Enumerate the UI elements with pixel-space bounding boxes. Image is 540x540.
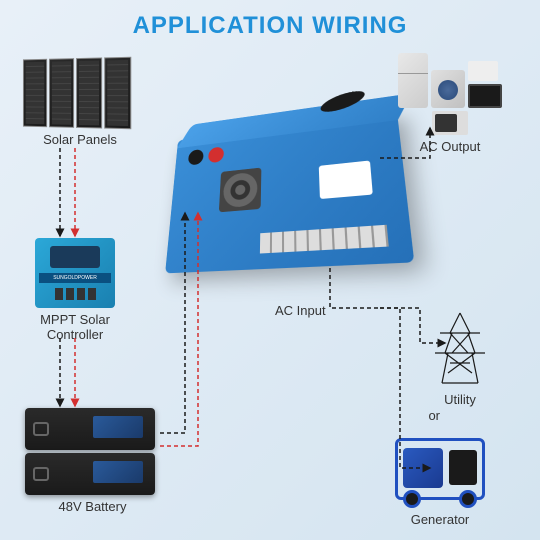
mppt-controller: SUNGOLDPOWER MPPT Solar Controller [25,238,125,342]
tower-icon [430,308,490,388]
solar-panels: Solar Panels [20,58,140,147]
diagram-title: APPLICATION WIRING [0,0,540,48]
ac-output-appliances: AC Output [380,53,520,154]
fridge-icon [398,53,428,108]
utility-grid: Utility [415,308,505,407]
generator-label: Generator [385,512,495,527]
microwave-icon [432,111,468,135]
ac-output-label: AC Output [380,139,520,154]
ac-icon [468,61,498,81]
fan-icon [219,168,262,213]
generator: Generator [385,438,495,527]
utility-label: Utility [415,392,505,407]
wiring-diagram: Solar Panels SUNGOLDPOWER MPPT Solar Con… [0,48,540,538]
solar-panels-label: Solar Panels [20,132,140,147]
battery-bank: 48V Battery [25,408,160,514]
inverter [160,118,400,268]
washer-icon [431,70,465,108]
mppt-label: MPPT Solar Controller [25,312,125,342]
or-label: or [428,408,440,423]
tv-icon [468,84,502,108]
ac-input-label: AC Input [275,303,326,318]
battery-label: 48V Battery [25,499,160,514]
